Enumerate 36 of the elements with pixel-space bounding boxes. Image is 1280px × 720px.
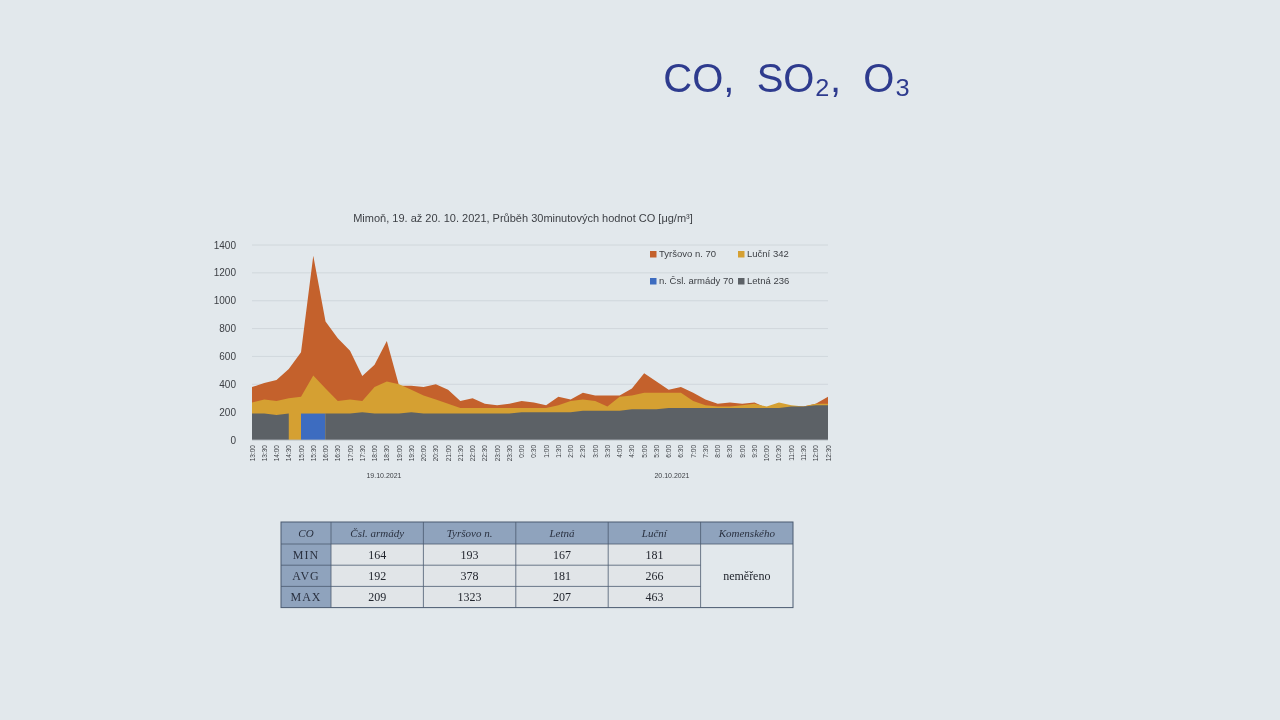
y-tick-label: 600 <box>219 350 237 362</box>
y-tick-label: MIN <box>292 548 320 562</box>
y-tick-label: AVG <box>292 569 320 584</box>
chart-title: CO, SO₂, O₃ <box>663 56 911 100</box>
chart-title: CO <box>298 527 314 539</box>
data-label: 207 <box>553 590 571 605</box>
x-tick-label: Komenského <box>717 527 776 539</box>
data-label: 463 <box>645 590 664 605</box>
data-label: 209 <box>368 590 387 605</box>
legend-label: Luční 342 <box>747 248 789 259</box>
y-tick-label: MAX <box>290 590 322 605</box>
chart-subtitle: Mimoň, 19. až 20. 10. 2021, Průběh 30minutových hodnot CO [μg/m³] <box>353 212 693 224</box>
y-tick-label: 1200 <box>213 267 237 279</box>
x-tick-label: Čsl. armády <box>350 527 405 539</box>
annotation: neměřeno <box>723 568 771 583</box>
data-label: 193 <box>460 548 479 562</box>
data-label: 167 <box>553 548 571 562</box>
data-label: 378 <box>460 569 479 584</box>
y-tick-label: 800 <box>219 323 237 335</box>
data-label: 181 <box>645 548 664 562</box>
x-tick-label: Luční <box>640 527 668 539</box>
y-tick-label: 400 <box>219 378 237 390</box>
legend-label: Tyršovo n. 70 <box>659 248 717 259</box>
data-label: 192 <box>368 569 387 584</box>
legend-label: Letná 236 <box>747 275 790 286</box>
legend-label: n. Čsl. armády 70 <box>659 275 734 286</box>
y-tick-label: 1000 <box>213 295 237 307</box>
data-label: 181 <box>553 569 571 584</box>
y-tick-label: 0 <box>230 434 237 446</box>
x-tick-label: Tyršovo n. <box>446 527 493 539</box>
y-tick-label: 200 <box>219 406 237 418</box>
data-label: 266 <box>645 569 664 584</box>
data-label: 1323 <box>457 590 482 605</box>
y-tick-label: 1400 <box>213 239 237 251</box>
x-tick-label: Letná <box>548 527 576 539</box>
data-label: 164 <box>368 548 387 562</box>
